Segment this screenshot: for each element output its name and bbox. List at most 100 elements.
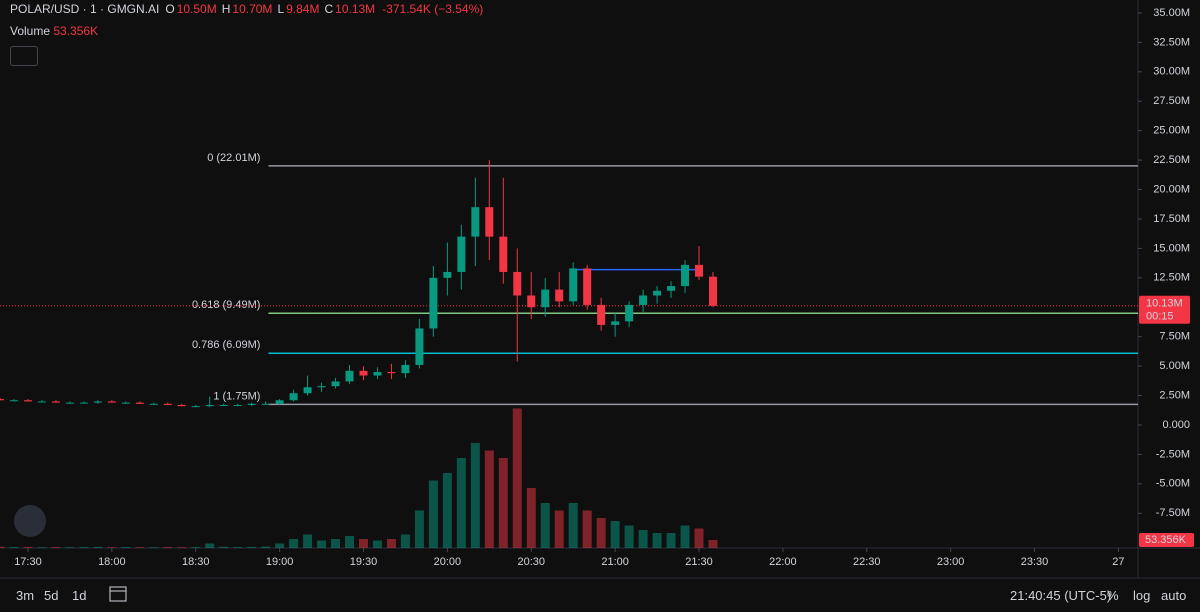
y-tick-label: 22.50M	[1153, 154, 1190, 166]
candle-body	[681, 264, 690, 287]
candle-body	[401, 364, 410, 374]
volume-bar	[65, 547, 75, 548]
candle-body	[191, 406, 200, 408]
candle-body	[485, 207, 494, 237]
volume-bar	[540, 503, 550, 548]
scale-option[interactable]: %	[1107, 588, 1119, 603]
x-tick-label: 21:30	[685, 556, 713, 568]
clock: 21:40:45 (UTC-5)	[1010, 588, 1112, 603]
y-tick-label: 12.50M	[1153, 272, 1190, 284]
candle-body	[667, 286, 676, 291]
candle-body	[107, 401, 116, 403]
x-tick-label: 22:30	[853, 556, 881, 568]
candle-body	[233, 404, 242, 406]
price-tag-bg	[1139, 295, 1190, 324]
candle-body	[345, 370, 354, 382]
y-tick-label: 7.50M	[1159, 331, 1190, 343]
volume-bar	[303, 534, 313, 548]
candle-body	[471, 207, 480, 237]
volume-bar	[0, 546, 5, 548]
y-tick-label: -2.50M	[1156, 448, 1190, 460]
y-tick-label: 35.00M	[1153, 7, 1190, 19]
range-button[interactable]: 5d	[44, 588, 59, 603]
y-tick-label: 15.00M	[1153, 242, 1190, 254]
volume-bar	[414, 510, 424, 548]
candle-body	[513, 271, 522, 296]
x-tick-label: 23:00	[937, 556, 965, 568]
volume-bar	[261, 546, 271, 548]
volume-bar	[442, 473, 452, 548]
candle-body	[597, 304, 606, 325]
candle-body	[51, 401, 60, 403]
ohlc-value: 10.13M	[335, 2, 376, 16]
candle-body	[23, 400, 32, 402]
candle-body	[205, 404, 214, 407]
x-tick-label: 22:00	[769, 556, 797, 568]
fib-label: 0 (22.01M)	[207, 152, 260, 164]
x-tick-label: 19:00	[266, 556, 294, 568]
candle-body	[569, 268, 578, 302]
candle-body	[653, 290, 662, 296]
volume-bar	[331, 539, 341, 548]
volume-bar	[596, 518, 606, 548]
volume-bar	[526, 488, 536, 548]
x-tick-label: 21:00	[601, 556, 629, 568]
y-tick-label: 2.50M	[1159, 389, 1190, 401]
volume-bar	[512, 408, 522, 548]
candle-body	[177, 404, 186, 407]
volume-bar	[121, 547, 131, 548]
candle-body	[583, 268, 592, 305]
candle-body	[331, 381, 340, 387]
x-tick-label: 20:00	[434, 556, 462, 568]
y-tick-label: 27.50M	[1153, 95, 1190, 107]
ohlc-value: 9.84M	[286, 2, 320, 16]
range-button[interactable]: 3m	[16, 588, 35, 603]
countdown: 00:15	[1146, 311, 1174, 323]
fib-label: 0.786 (6.09M)	[192, 339, 260, 351]
candle-body	[639, 295, 648, 305]
y-tick-label: -7.50M	[1156, 507, 1190, 519]
y-tick-label: 30.00M	[1153, 66, 1190, 78]
scale-option[interactable]: log	[1133, 588, 1151, 603]
volume-bar	[484, 450, 494, 548]
candle-body	[695, 264, 704, 277]
candle-body	[275, 400, 284, 404]
volume-bar	[163, 547, 173, 548]
x-tick-label: 18:30	[182, 556, 210, 568]
x-tick-label: 18:00	[98, 556, 126, 568]
volume-bar	[247, 546, 257, 548]
fib-label: 0.618 (9.49M)	[192, 299, 260, 311]
toolbar: 21:40:45 (UTC-5) 3m 5d 1d% log auto	[0, 578, 1200, 612]
candle-body	[93, 401, 102, 403]
scale-option[interactable]: auto	[1161, 588, 1187, 603]
ohlc-key: C	[324, 2, 334, 16]
price-tag: 10.13M	[1146, 298, 1183, 310]
volume-bar	[233, 547, 243, 548]
symbol: POLAR/USD · 1 · GMGN.AI	[10, 2, 160, 16]
candle-body	[303, 387, 312, 394]
volume-bar	[37, 547, 47, 548]
volume-bar	[624, 525, 634, 548]
header: POLAR/USD · 1 · GMGN.AI O 10.50M H 10.70M L 9.…	[10, 2, 483, 16]
volume-tag: 53.356K	[1145, 534, 1187, 546]
volume-bar	[498, 458, 508, 548]
volume-bar	[428, 480, 438, 548]
volume-bar	[79, 547, 89, 548]
collapse-button[interactable]	[10, 46, 38, 66]
candle-body	[373, 372, 382, 376]
range-button[interactable]: 1d	[72, 588, 87, 603]
volume-bar	[386, 539, 396, 548]
candle-body	[387, 372, 396, 374]
volume-title: Volume	[10, 24, 51, 38]
volume-bar	[708, 539, 718, 548]
candle-body	[415, 328, 424, 365]
candle-body	[149, 403, 158, 405]
volume-bar	[568, 503, 578, 548]
candle-body	[9, 400, 18, 402]
candle-body	[261, 403, 270, 405]
volume-bar	[372, 540, 382, 548]
x-tick-label: 19:30	[350, 556, 378, 568]
candle-body	[359, 370, 368, 376]
volume-bar	[191, 547, 201, 548]
